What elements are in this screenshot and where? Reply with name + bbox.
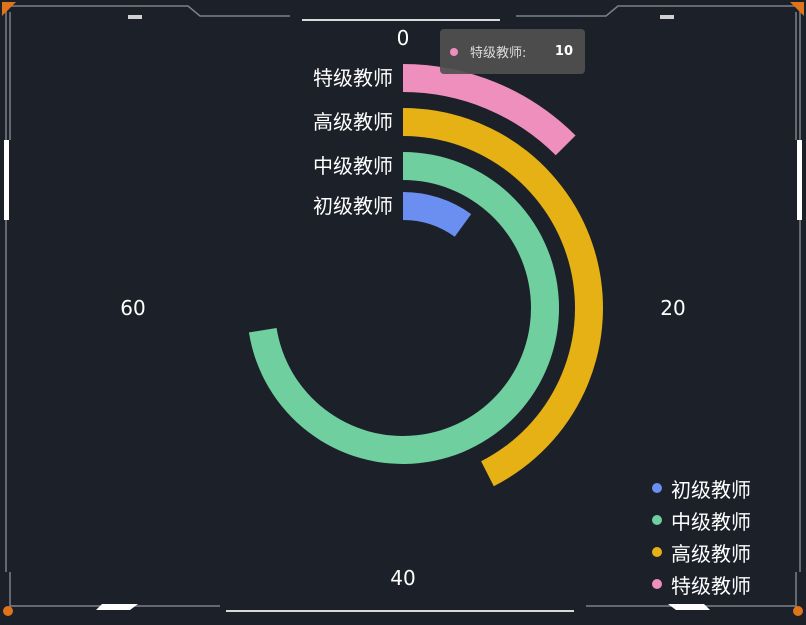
bar-1[interactable] bbox=[403, 192, 472, 237]
tooltip-value: 10 bbox=[554, 44, 573, 59]
legend-item[interactable]: 初级教师 bbox=[652, 472, 751, 504]
angle-tick-label: 40 bbox=[390, 566, 415, 590]
category-label: 中级教师 bbox=[313, 154, 393, 178]
legend-item[interactable]: 中级教师 bbox=[652, 504, 751, 536]
legend-label: 初级教师 bbox=[671, 477, 751, 502]
legend-label: 中级教师 bbox=[671, 509, 751, 534]
legend-label: 特级教师 bbox=[671, 573, 751, 598]
category-label: 高级教师 bbox=[313, 110, 393, 134]
angle-tick-label: 0 bbox=[397, 26, 410, 50]
tooltip: 特级教师: 10 bbox=[440, 29, 585, 74]
angle-tick-label: 60 bbox=[120, 296, 145, 320]
legend-dot-icon bbox=[652, 515, 662, 525]
legend-dot-icon bbox=[652, 547, 662, 557]
legend-label: 高级教师 bbox=[671, 541, 751, 566]
legend-dot-icon bbox=[652, 483, 662, 493]
bar-3[interactable] bbox=[403, 108, 603, 487]
category-label: 初级教师 bbox=[313, 194, 393, 218]
category-label: 特级教师 bbox=[313, 66, 393, 90]
legend-item[interactable]: 特级教师 bbox=[652, 568, 751, 600]
bar-4[interactable] bbox=[403, 64, 576, 156]
legend-dot-icon bbox=[652, 579, 662, 589]
legend: 初级教师 中级教师 高级教师 特级教师 bbox=[652, 472, 751, 600]
angle-tick-label: 20 bbox=[660, 296, 685, 320]
tooltip-color-dot bbox=[450, 47, 458, 56]
legend-item[interactable]: 高级教师 bbox=[652, 536, 751, 568]
tooltip-series-name: 特级教师: bbox=[470, 46, 527, 61]
